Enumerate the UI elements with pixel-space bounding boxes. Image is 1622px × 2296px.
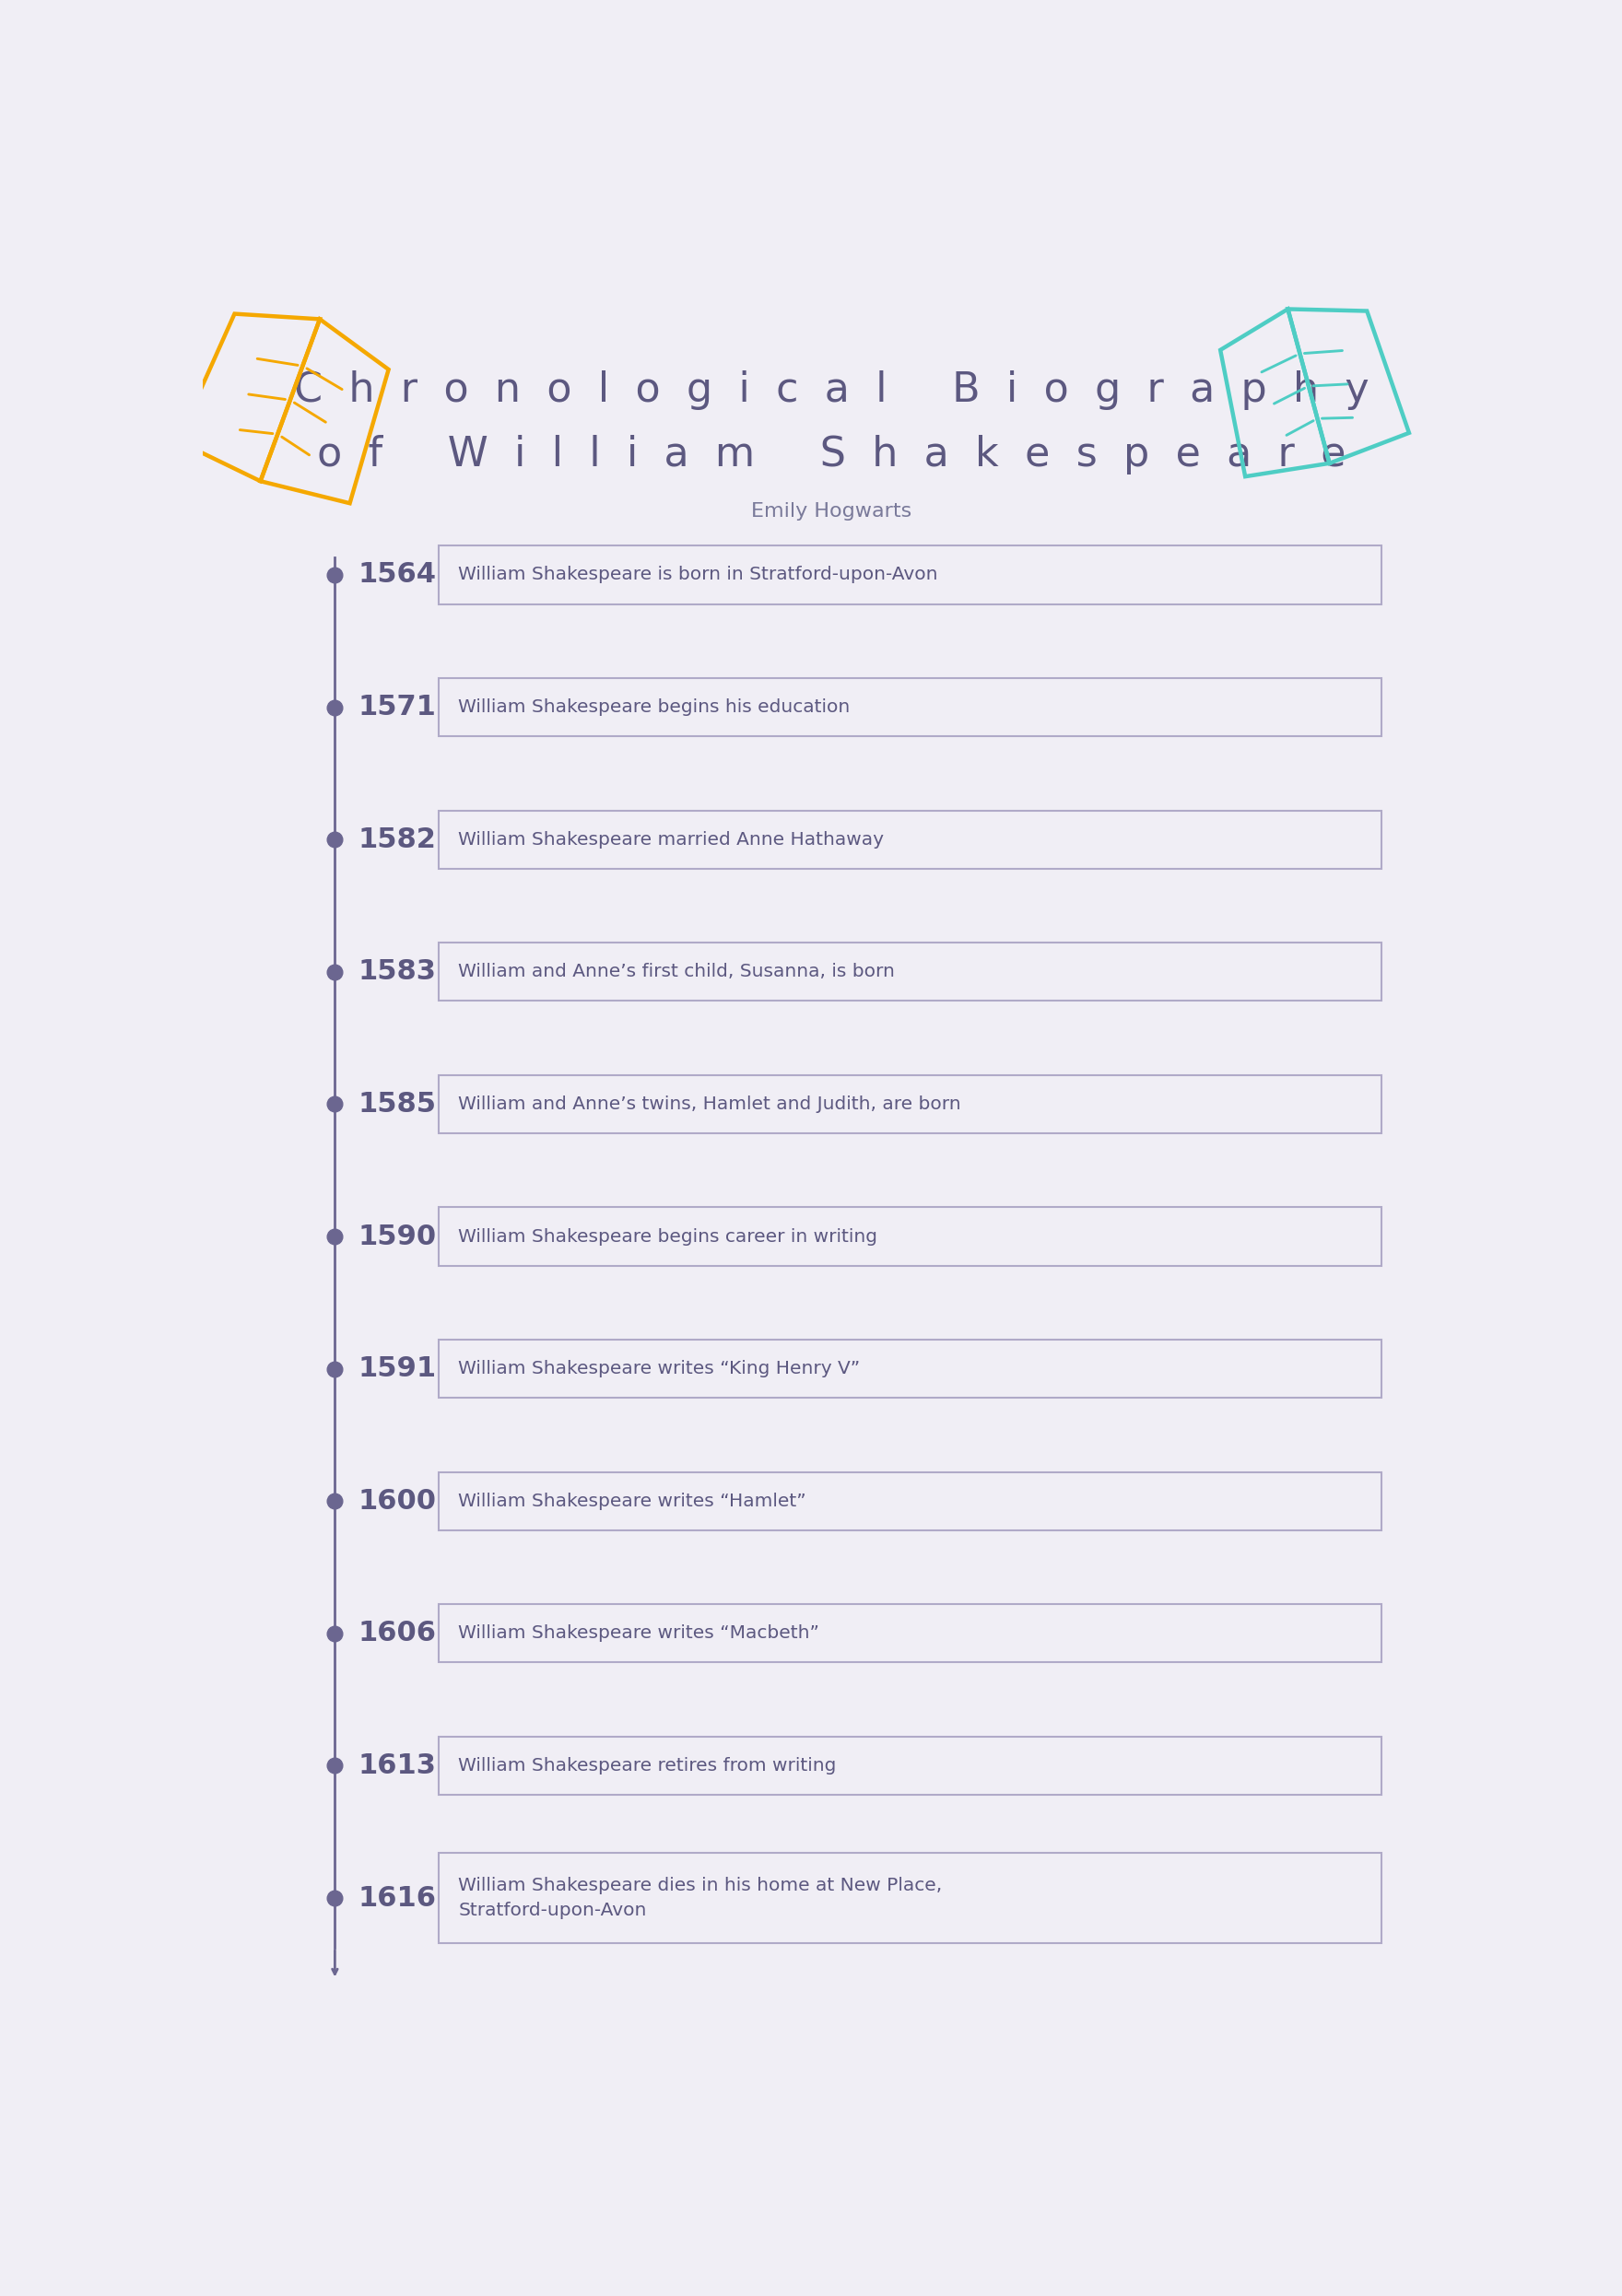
Text: 1564: 1564 [358, 563, 436, 588]
FancyBboxPatch shape [438, 944, 1382, 1001]
Text: 1591: 1591 [358, 1355, 436, 1382]
Text: William Shakespeare writes “King Henry V”: William Shakespeare writes “King Henry V… [459, 1359, 860, 1378]
Text: William and Anne’s twins, Hamlet and Judith, are born: William and Anne’s twins, Hamlet and Jud… [459, 1095, 962, 1114]
FancyBboxPatch shape [438, 677, 1382, 737]
Text: 1590: 1590 [358, 1224, 436, 1249]
Text: Emily Hogwarts: Emily Hogwarts [751, 503, 912, 521]
Text: 1571: 1571 [358, 693, 436, 721]
Text: William Shakespeare writes “Macbeth”: William Shakespeare writes “Macbeth” [459, 1626, 819, 1642]
FancyBboxPatch shape [438, 1853, 1382, 1942]
Text: o  f     W  i  l  l  i  a  m     S  h  a  k  e  s  p  e  a  r  e: o f W i l l i a m S h a k e s p e a r e [316, 434, 1346, 473]
Text: William Shakespeare married Anne Hathaway: William Shakespeare married Anne Hathawa… [459, 831, 884, 847]
Text: William Shakespeare is born in Stratford-upon-Avon: William Shakespeare is born in Stratford… [459, 567, 938, 583]
Text: 1582: 1582 [358, 827, 436, 852]
Text: William Shakespeare retires from writing: William Shakespeare retires from writing [459, 1756, 837, 1775]
Text: 1616: 1616 [358, 1885, 436, 1910]
Text: 1600: 1600 [358, 1488, 436, 1515]
Text: 1583: 1583 [358, 957, 436, 985]
FancyBboxPatch shape [438, 1075, 1382, 1134]
FancyBboxPatch shape [438, 1605, 1382, 1662]
Text: 1606: 1606 [358, 1621, 436, 1646]
FancyBboxPatch shape [438, 1208, 1382, 1265]
Text: C  h  r  o  n  o  l  o  g  i  c  a  l     B  i  o  g  r  a  p  h  y: C h r o n o l o g i c a l B i o g r a p … [294, 370, 1369, 411]
FancyBboxPatch shape [438, 1736, 1382, 1795]
Text: William Shakespeare begins career in writing: William Shakespeare begins career in wri… [459, 1228, 878, 1244]
Text: William and Anne’s first child, Susanna, is born: William and Anne’s first child, Susanna,… [459, 962, 895, 980]
FancyBboxPatch shape [438, 1339, 1382, 1398]
Text: William Shakespeare begins his education: William Shakespeare begins his education [459, 698, 850, 716]
FancyBboxPatch shape [438, 1472, 1382, 1529]
Text: William Shakespeare dies in his home at New Place,
Stratford-upon-Avon: William Shakespeare dies in his home at … [459, 1878, 942, 1919]
Text: 1585: 1585 [358, 1091, 436, 1118]
Text: William Shakespeare writes “Hamlet”: William Shakespeare writes “Hamlet” [459, 1492, 806, 1511]
Text: 1613: 1613 [358, 1752, 436, 1779]
FancyBboxPatch shape [438, 810, 1382, 868]
FancyBboxPatch shape [438, 546, 1382, 604]
